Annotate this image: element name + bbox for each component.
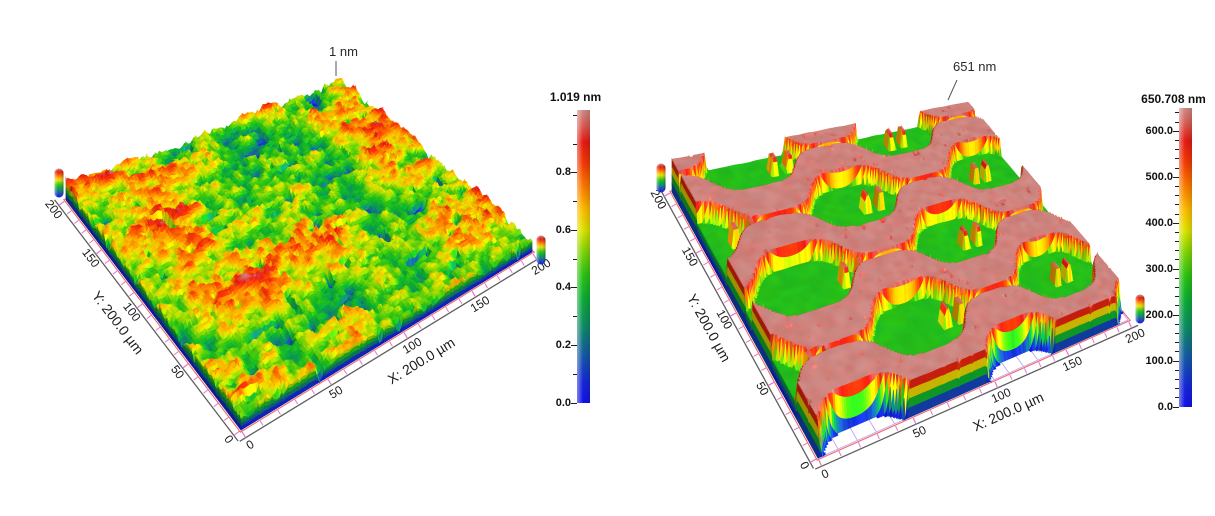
- colorbar-tick: [573, 258, 577, 260]
- colorbar-tick: [1175, 167, 1179, 169]
- colorbar-tick: [1173, 176, 1179, 178]
- colorbar-gradient-right: [1179, 108, 1192, 407]
- colorbar-tick: [1175, 139, 1179, 141]
- colorbar-tick: [1175, 231, 1179, 233]
- colorbar-title-right: 650.708 nm: [1141, 92, 1206, 106]
- colorbar-tick: [1175, 305, 1179, 307]
- colorbar-sheen: [577, 110, 590, 403]
- colorbar-tick: [1173, 314, 1179, 316]
- peak-annotation-right: 651 nm: [953, 59, 997, 74]
- colorbar-tick: [573, 201, 577, 203]
- colorbar-tick: [1175, 388, 1179, 390]
- colorbar-tick: [1173, 268, 1179, 270]
- peak-annotation-left: 1 nm: [329, 44, 358, 59]
- colorbar-gradient-left: [577, 110, 590, 403]
- colorbar-tick: [1175, 112, 1179, 114]
- colorbar-tick-label: 0.2: [555, 338, 571, 351]
- colorbar-tick: [1175, 296, 1179, 298]
- colorbar-sheen: [1179, 108, 1192, 407]
- colorbar-tick: [1175, 351, 1179, 353]
- colorbar-tick-label: 600.0: [1145, 124, 1173, 137]
- colorbar-tick-label: 0.6: [555, 223, 571, 236]
- colorbar-tick: [1173, 130, 1179, 132]
- colorbar-tick: [1175, 204, 1179, 206]
- colorbar-tick: [1175, 250, 1179, 252]
- colorbar-tick-label: 500.0: [1145, 170, 1173, 183]
- colorbar-tick: [573, 316, 577, 318]
- colorbar-tick: [1175, 369, 1179, 371]
- colorbar-tick: [1175, 287, 1179, 289]
- colorbar-tick-label: 100.0: [1145, 354, 1173, 367]
- colorbar-tick-label: 300.0: [1145, 262, 1173, 275]
- colorbar-tick: [573, 143, 577, 145]
- colorbar-tick: [573, 373, 577, 375]
- colorbar-tick: [1173, 222, 1179, 224]
- colorbar-tick: [1175, 195, 1179, 197]
- colorbar-tick: [1175, 149, 1179, 151]
- colorbar-title-left: 1.019 nm: [549, 90, 602, 104]
- colorbar-tick: [1173, 406, 1179, 408]
- colorbar-tick: [571, 402, 577, 404]
- colorbar-tick: [571, 287, 577, 289]
- colorbar-tick: [1175, 213, 1179, 215]
- colorbar-tick: [571, 344, 577, 346]
- colorbar-tick-label: 400.0: [1145, 216, 1173, 229]
- colorbar-tick-label: 0.0: [1157, 400, 1173, 413]
- colorbar-tick: [1175, 342, 1179, 344]
- colorbar-tick-label: 0.8: [555, 166, 571, 179]
- colorbar-tick: [573, 114, 577, 116]
- colorbar-tick-label: 0.0: [555, 396, 571, 409]
- colorbar-tick: [571, 172, 577, 174]
- colorbar-tick: [571, 229, 577, 231]
- colorbar-tick-label: 0.4: [555, 281, 571, 294]
- colorbar-tick: [1175, 332, 1179, 334]
- colorbar-tick: [1175, 121, 1179, 123]
- colorbar-tick: [1175, 259, 1179, 261]
- colorbar-tick: [1175, 185, 1179, 187]
- colorbar-tick: [1175, 241, 1179, 243]
- colorbar-tick: [1175, 378, 1179, 380]
- colorbar-tick: [1175, 277, 1179, 279]
- colorbar-tick: [1175, 397, 1179, 399]
- colorbar-tick: [1173, 360, 1179, 362]
- colorbar-tick: [1175, 158, 1179, 160]
- colorbar-tick: [1175, 323, 1179, 325]
- colorbar-tick-label: 200.0: [1145, 308, 1173, 321]
